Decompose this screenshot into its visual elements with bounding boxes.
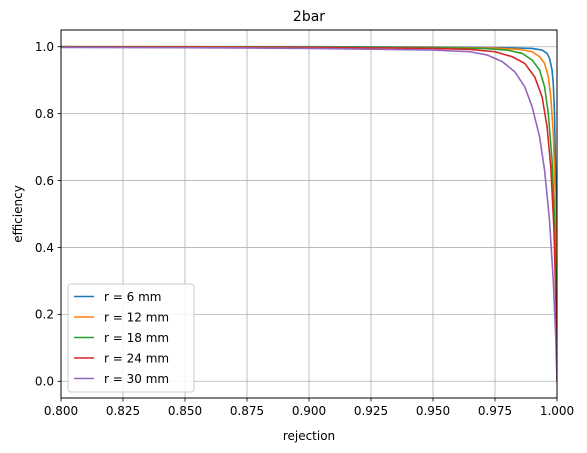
legend-entry-label: r = 12 mm: [104, 310, 169, 324]
legend: r = 6 mm r = 12 mm r = 18 mm r = 24 mm r = 3…: [67, 283, 195, 393]
y-tick-label: 0.6: [35, 174, 54, 188]
y-tick-label: 1.0: [35, 40, 54, 54]
legend-entry-label: r = 24 mm: [104, 351, 169, 365]
chart-title: 2bar: [293, 9, 325, 25]
x-tick-label: 0.975: [478, 404, 512, 418]
legend-entry-label: r = 6 mm: [104, 290, 161, 304]
x-tick-label: 0.925: [354, 404, 388, 418]
legend-box: [67, 283, 195, 393]
x-tick-label: 0.800: [44, 404, 78, 418]
x-tick-label: 1.000: [540, 404, 574, 418]
series-lines: [61, 45, 557, 382]
y-tick-label: 0.8: [35, 107, 54, 121]
y-tick-label: 0.4: [35, 241, 54, 255]
x-axis-label: rejection: [283, 429, 335, 443]
axis-ticks: 0.800 0.825 0.850 0.875 0.900 0.925 0.950 0.975…: [35, 40, 574, 418]
y-tick-label: 0.2: [35, 308, 54, 322]
x-tick-label: 0.875: [230, 404, 264, 418]
y-axis-label: efficiency: [11, 185, 25, 243]
x-tick-label: 0.825: [106, 404, 140, 418]
series-line-5: [61, 46, 557, 382]
series-line-4: [61, 46, 557, 382]
x-tick-label: 0.950: [416, 404, 450, 418]
x-tick-label: 0.850: [168, 404, 202, 418]
legend-entry-label: r = 18 mm: [104, 331, 169, 345]
legend-entry-label: r = 30 mm: [104, 372, 169, 386]
x-tick-label: 0.900: [292, 404, 326, 418]
y-tick-label: 0.0: [35, 375, 54, 389]
